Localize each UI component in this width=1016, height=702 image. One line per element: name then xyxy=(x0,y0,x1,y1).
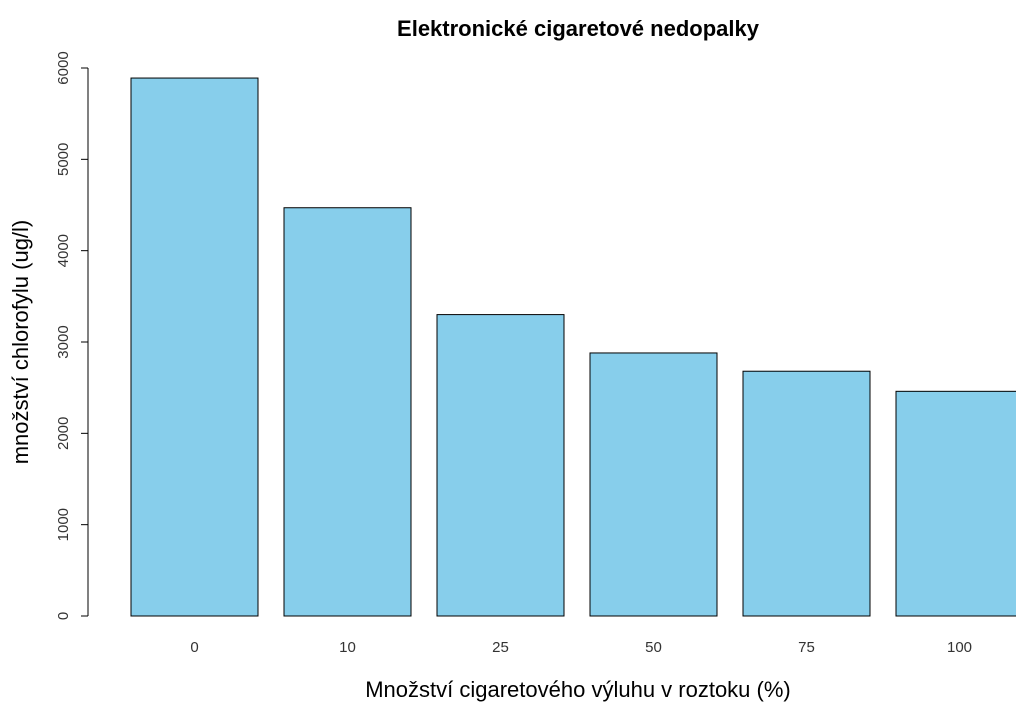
y-tick-label: 2000 xyxy=(55,417,72,450)
y-axis: 0 1000 2000 3000 4000 5000 6000 xyxy=(55,51,88,620)
x-tick-label: 75 xyxy=(798,639,815,656)
y-axis-label: množství chlorofylu (ug/l) xyxy=(8,220,33,465)
chart-title: Elektronické cigaretové nedopalky xyxy=(397,16,760,41)
bar xyxy=(589,352,718,617)
bar xyxy=(895,390,1016,617)
x-tick-label: 10 xyxy=(339,639,356,656)
bar xyxy=(742,370,871,617)
bars xyxy=(130,77,1016,617)
y-tick-label: 1000 xyxy=(55,508,72,541)
y-tick-label: 0 xyxy=(55,612,72,620)
y-tick-label: 4000 xyxy=(55,234,72,267)
y-tick-label: 5000 xyxy=(55,143,72,176)
x-tick-label: 25 xyxy=(492,639,509,656)
x-tick-label: 100 xyxy=(947,639,972,656)
x-axis: 0 10 25 50 75 100 xyxy=(190,639,972,656)
y-tick-label: 3000 xyxy=(55,325,72,358)
x-tick-label: 0 xyxy=(190,639,198,656)
bar xyxy=(436,314,565,617)
x-axis-label: Množství cigaretového výluhu v roztoku (… xyxy=(365,677,791,702)
bar xyxy=(283,207,412,617)
bar xyxy=(130,77,259,617)
y-tick-label: 6000 xyxy=(55,51,72,84)
x-tick-label: 50 xyxy=(645,639,662,656)
